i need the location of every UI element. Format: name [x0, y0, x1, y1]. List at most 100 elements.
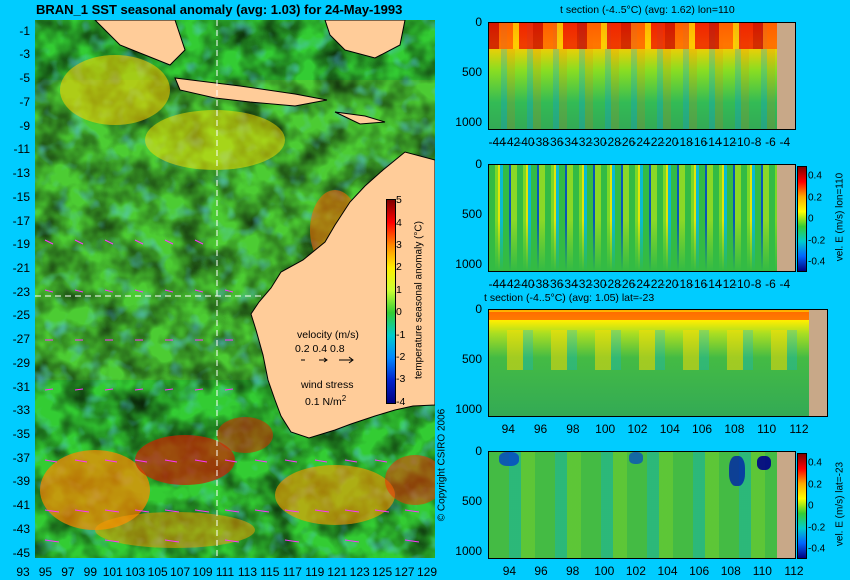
- panel2-x-tick: -34: [560, 277, 578, 291]
- map-title: BRAN_1 SST seasonal anomaly (avg: 1.03) …: [36, 2, 403, 17]
- map-colorbar-ticks: 5 4 3 2 1 0 -1 -2 -3 -4: [396, 194, 408, 407]
- map-lat-tick: -5: [19, 71, 30, 86]
- panel4-x-tick: 96: [534, 564, 548, 578]
- panel4-x-ticks: 94 96 98 100 102 104 106 108 110 112: [488, 564, 804, 578]
- panel2-colorbar-tick: -0.2: [808, 235, 826, 247]
- map-colorbar-tick: -1: [396, 328, 406, 341]
- panel2-x-tick: -20: [661, 277, 679, 291]
- panel2-x-tick: -38: [531, 277, 549, 291]
- panel3-y-tick: 500: [461, 351, 482, 366]
- map-lat-tick: -31: [12, 379, 30, 394]
- panel1-x-tick: -42: [502, 135, 521, 149]
- panel3-x-tick: 104: [659, 422, 680, 436]
- map-colorbar-label: temperature seasonal anomaly (°C): [413, 221, 425, 379]
- panel4-colorbar-tick: -0.4: [808, 543, 826, 555]
- panel4-colorbar-tick: 0: [808, 500, 814, 512]
- panel4-y-ticks: 0 500 1000: [440, 444, 484, 558]
- map-lat-tick: -21: [12, 260, 30, 275]
- panel1-x-tick: -40: [517, 135, 535, 149]
- panel2-x-tick: -44: [488, 277, 506, 291]
- panel1-x-tick: -12: [718, 135, 736, 149]
- panel4-colorbar-ticks: 0.4 0.2 0 -0.2 -0.4: [808, 450, 830, 560]
- panel3-x-tick: 96: [533, 422, 548, 436]
- map-lat-tick: -33: [12, 403, 30, 418]
- panel2-colorbar-tick: 0.2: [808, 192, 822, 204]
- panel4-x-tick: 94: [502, 564, 517, 578]
- panel2-x-tick: -36: [546, 277, 564, 291]
- map-colorbar-tick: -3: [396, 373, 406, 386]
- panel2-x-tick: -40: [517, 277, 535, 291]
- map-lon-tick: 93: [16, 565, 30, 579]
- map-colorbar-tick: 4: [396, 216, 402, 229]
- panel4-x-tick: 108: [720, 564, 741, 578]
- panel3-temp-section: [488, 309, 828, 417]
- panel2-x-tick: -32: [574, 277, 593, 291]
- map-lat-tick: -41: [12, 498, 30, 513]
- panel1-x-tick: -16: [689, 135, 708, 149]
- map-lon-tick: 115: [260, 565, 280, 579]
- panel1-x-tick: -22: [646, 135, 665, 149]
- map-colorbar: [386, 199, 396, 404]
- map-lat-tick: -11: [13, 142, 30, 157]
- panel1-x-tick: -26: [617, 135, 636, 149]
- panel2-x-tick: -6: [765, 277, 776, 291]
- velocity-legend-title: velocity (m/s): [297, 329, 359, 341]
- panel2-y-ticks: 0 500 1000: [440, 157, 484, 271]
- panel2-x-tick: -18: [675, 277, 693, 291]
- panel1-title: t section (-4..5°C) (avg: 1.62) lon=110: [560, 4, 735, 16]
- panel3-y-ticks: 0 500 1000: [440, 302, 484, 416]
- panel3-x-tick: 100: [595, 422, 616, 436]
- panel2-colorbar-label: vel. E (m/s) lon=110: [834, 172, 846, 262]
- map-lat-tick: -37: [12, 450, 30, 465]
- map-lon-tick: 99: [83, 565, 98, 579]
- map-lon-tick: 113: [237, 565, 258, 579]
- map-lon-tick: 117: [282, 565, 302, 579]
- map-lon-tick: 123: [349, 565, 370, 579]
- panel2-x-tick: -42: [502, 277, 521, 291]
- panel4-colorbar-label: vel. E (m/s) lat=-23: [834, 461, 846, 547]
- panel2-colorbar-tick: 0.4: [808, 170, 822, 182]
- map-colorbar-tick: 5: [396, 194, 402, 207]
- panel3-x-tick: 112: [789, 422, 809, 436]
- land-borneo: [94, 20, 186, 66]
- panel2-colorbar-ticks: 0.4 0.2 0 -0.2 -0.4: [808, 163, 830, 273]
- panel4-x-tick: 100: [594, 564, 615, 578]
- panel1-x-tick: -44: [488, 135, 506, 149]
- map-lat-tick: -23: [12, 284, 30, 299]
- map-lat-tick: -7: [19, 94, 30, 109]
- panel1-x-tick: -4: [779, 135, 791, 149]
- panel1-y-tick: 500: [461, 64, 482, 79]
- panel4-velocity-section: [488, 451, 796, 559]
- panel4-x-tick: 106: [689, 564, 710, 578]
- velocity-legend-scale: 0.2 0.4 0.8: [295, 343, 345, 355]
- panel1-x-tick: -14: [704, 135, 722, 149]
- panel2-x-tick: -24: [632, 277, 650, 291]
- panel2-velocity-section: [488, 164, 796, 272]
- map-lat-tick: -35: [12, 427, 30, 441]
- map-lon-tick: 129: [416, 565, 438, 579]
- panel4-x-tick: 104: [657, 564, 678, 578]
- panel3-x-ticks: 94 96 98 100 102 104 106 108 110 112: [488, 422, 826, 436]
- wind-legend-title: wind stress: [300, 379, 354, 391]
- panel2-x-tick: -10: [733, 277, 751, 291]
- panel3-x-tick: 94: [501, 422, 515, 436]
- panel2-colorbar-tick: 0: [808, 213, 814, 225]
- panel1-land: [777, 23, 795, 129]
- map-lat-tick: -27: [12, 332, 30, 347]
- panel4-y-tick: 0: [475, 444, 482, 458]
- map-lon-tick: 119: [305, 565, 325, 579]
- map-lon-tick: 95: [38, 565, 53, 579]
- land-sulawesi: [324, 20, 406, 59]
- wind-legend-value: 0.1 N/m: [305, 396, 342, 408]
- map-lat-tick: -25: [12, 308, 30, 323]
- map-lon-tick: 97: [61, 565, 75, 579]
- panel2-x-tick: -14: [704, 277, 722, 291]
- wind-stress-arrows: [44, 239, 420, 543]
- map-lon-tick: 125: [372, 565, 393, 579]
- map-colorbar-tick: 2: [396, 261, 402, 274]
- panel1-y-ticks: 0 500 1000: [440, 15, 484, 129]
- map-lat-tick: -13: [12, 166, 30, 181]
- map-lon-tick: 109: [192, 565, 213, 579]
- wind-legend-exp: 2: [342, 394, 347, 403]
- panel2-x-tick: -12: [718, 277, 736, 291]
